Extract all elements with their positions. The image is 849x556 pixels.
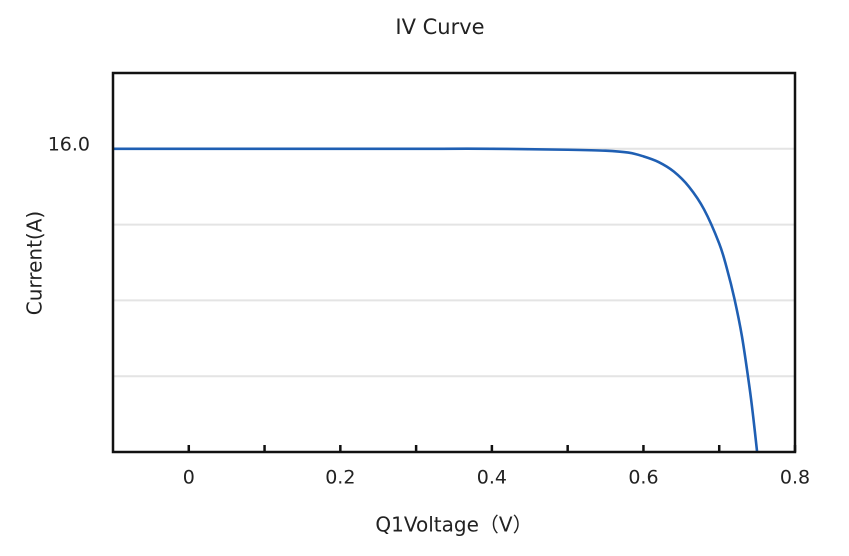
data-line <box>113 147 759 453</box>
x-tick-label: 0 <box>183 467 195 489</box>
plot-frame <box>111 71 797 454</box>
x-tick-label: 0.4 <box>477 467 507 489</box>
x-axis-label: Q1Voltage（V） <box>375 513 532 537</box>
x-tick-label: 0.6 <box>628 467 658 489</box>
x-tick-label: 0.8 <box>780 467 810 489</box>
y-tick-label: 16.0 <box>48 133 90 155</box>
x-tick-label: 0.2 <box>325 467 355 489</box>
chart-title: IV Curve <box>395 15 484 39</box>
y-axis-label: Current(A) <box>23 211 47 315</box>
